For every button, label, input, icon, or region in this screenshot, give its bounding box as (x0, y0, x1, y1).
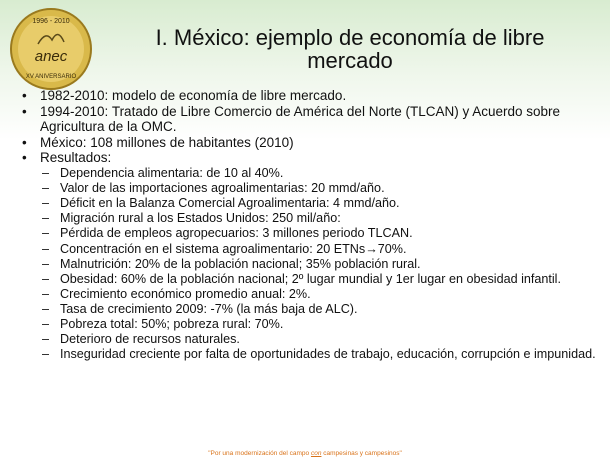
sub-bullet: Pérdida de empleos agropecuarios: 3 mill… (20, 226, 602, 241)
bullet: Resultados: (20, 150, 602, 166)
slide-body: 1982-2010: modelo de economía de libre m… (20, 88, 602, 362)
sub-bullet: Malnutrición: 20% de la población nacion… (20, 257, 602, 272)
sub-bullet: Deterioro de recursos naturales. (20, 332, 602, 347)
logo-inner (18, 16, 84, 82)
logo: 1996 - 2010 anec XV ANIVERSARIO (10, 8, 92, 90)
sub-bullet: Déficit en la Balanza Comercial Agroalim… (20, 196, 602, 211)
sub-bullet: Obesidad: 60% de la población nacional; … (20, 272, 602, 287)
sub-bullet: Crecimiento económico promedio anual: 2%… (20, 287, 602, 302)
footer: "Por una modernización del campo con cam… (0, 450, 610, 457)
footer-text: "Por una modernización del campo (208, 450, 311, 457)
sub-bullet: Migración rural a los Estados Unidos: 25… (20, 211, 602, 226)
footer-emphasis: con (310, 450, 322, 457)
sub-bullet: Tasa de crecimiento 2009: -7% (la más ba… (20, 302, 602, 317)
sub-bullet: Inseguridad creciente por falta de oport… (20, 347, 602, 362)
logo-anniversary: XV ANIVERSARIO (26, 74, 77, 80)
logo-name: anec (35, 48, 68, 65)
slide-title: I. México: ejemplo de economía de libre … (155, 25, 545, 73)
bullet: 1994-2010: Tratado de Libre Comercio de … (20, 104, 602, 135)
sub-bullet: Valor de las importaciones agroalimentar… (20, 181, 602, 196)
bullet: México: 108 millones de habitantes (2010… (20, 135, 602, 151)
footer-text: campesinas y campesinos" (321, 450, 402, 457)
sub-bullet: Dependencia alimentaria: de 10 al 40%. (20, 166, 602, 181)
bullet-list: 1982-2010: modelo de economía de libre m… (20, 88, 602, 362)
sub-bullet: Concentración en el sistema agroalimenta… (20, 242, 602, 257)
logo-drawing (37, 33, 65, 45)
logo-years: 1996 - 2010 (32, 18, 69, 25)
sub-bullet: Pobreza total: 50%; pobreza rural: 70%. (20, 317, 602, 332)
bullet: 1982-2010: modelo de economía de libre m… (20, 88, 602, 104)
